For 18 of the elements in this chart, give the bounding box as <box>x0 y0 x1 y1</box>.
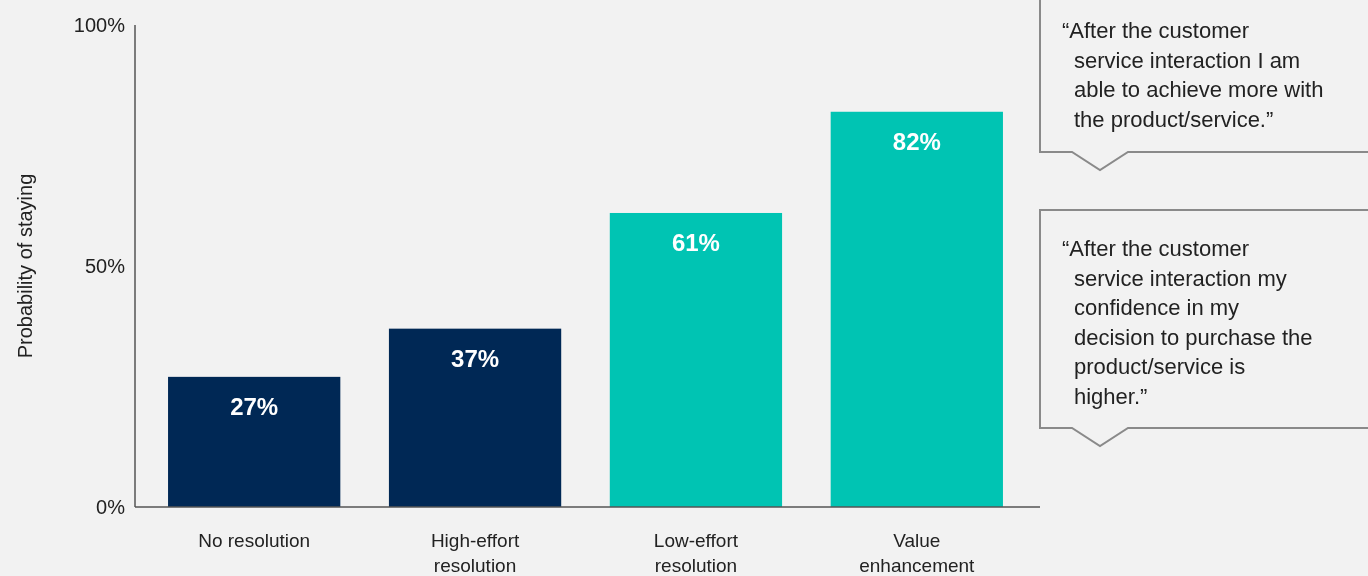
y-tick-label: 50% <box>84 255 126 277</box>
x-tick-label: High-effort resolution <box>430 530 520 576</box>
x-tick-label: No resolution <box>198 530 311 551</box>
data-label: 61% <box>671 228 720 256</box>
bar <box>830 111 1003 507</box>
x-tick-label: Value enhancement <box>859 530 976 576</box>
bar <box>388 328 562 507</box>
text: “After the customer service interaction I am able to achieve more with the product/service.” <box>1062 18 1324 132</box>
x-tick-label: Low-effort resolution <box>653 530 739 576</box>
data-label: 82% <box>892 127 941 155</box>
y-axis-title: Probability of staying <box>14 173 36 359</box>
y-tick-label: 100% <box>73 14 126 36</box>
data-label: 27% <box>230 392 279 420</box>
data-label: 37% <box>451 344 500 372</box>
y-tick-label: 0% <box>96 496 126 518</box>
bar <box>609 212 783 507</box>
bar <box>168 376 341 507</box>
text: “After the customer service interaction my confidence in my decision to purchase the product/service is higher.” <box>1062 236 1313 409</box>
